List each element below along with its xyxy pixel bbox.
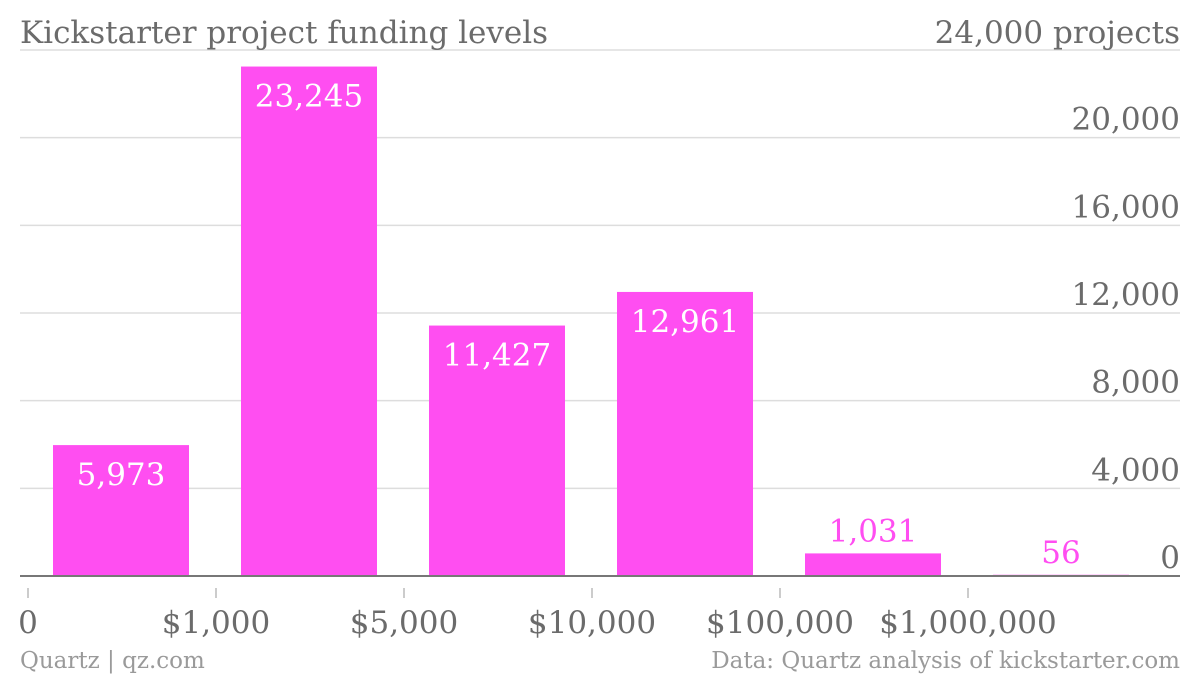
grid-layer [20,49,1180,490]
chart-title: Kickstarter project funding levels [20,15,548,51]
footer-source-right: Data: Quartz analysis of kickstarter.com [711,648,1180,674]
y-tick-label: 0 [1160,540,1180,576]
x-tick-label: $1,000 [162,605,270,641]
axis-layer: 0 4,000 8,000 12,000 16,000 20,000 0 $1,000 $5,0… [18,102,1180,641]
bar [53,445,189,576]
bar [241,66,377,576]
x-tick-label: $5,000 [350,605,458,641]
bar-value-label: 1,031 [829,513,918,549]
bar-value-label: 11,427 [443,338,551,374]
x-tick-label: $1,000,000 [879,605,1057,641]
bar-labels-layer: 5,973 23,245 11,427 12,961 1,031 56 [77,79,1081,571]
y-tick-label: 4,000 [1091,452,1180,488]
x-tick-label: $10,000 [528,605,656,641]
x-tick-label: $100,000 [706,605,854,641]
bar [805,553,941,576]
y-tick-label: 12,000 [1072,277,1180,313]
bar-value-label: 56 [1041,535,1080,571]
y-tick-label: 20,000 [1072,102,1180,138]
bar-value-label: 5,973 [77,457,166,493]
bars-layer [53,66,1129,576]
y-tick-label: 8,000 [1091,365,1180,401]
y-axis-top-label: 24,000 projects [935,15,1180,51]
footer-source-left: Quartz | qz.com [20,648,205,674]
x-tick-label: 0 [18,605,38,641]
bar-value-label: 12,961 [631,304,739,340]
bar [429,325,565,576]
y-tick-label: 16,000 [1072,189,1180,225]
bar [617,291,753,576]
bar-value-label: 23,245 [255,79,363,115]
